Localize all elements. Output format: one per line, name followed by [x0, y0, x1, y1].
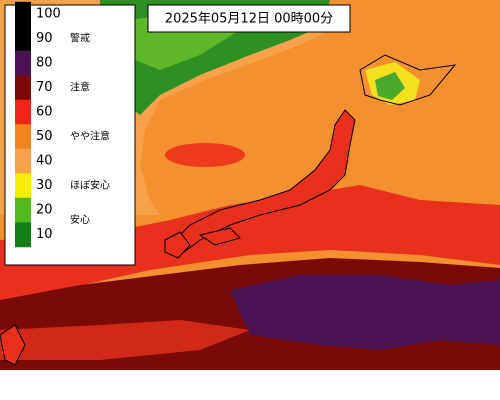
legend-swatch [15, 148, 31, 174]
legend-value: 70 [36, 80, 53, 95]
purple-area [230, 275, 500, 350]
legend-note: 警戒 [70, 32, 90, 45]
map [0, 0, 500, 370]
legend-value: 80 [36, 56, 53, 71]
legend-swatch [15, 50, 31, 76]
legend-swatch [15, 197, 31, 223]
legend-swatch [15, 99, 31, 125]
legend-swatch [15, 26, 31, 52]
taiwan [0, 324, 26, 366]
legend-swatch [15, 124, 31, 150]
legend-value: 40 [36, 154, 53, 169]
hokkaido-green [375, 72, 405, 100]
legend-swatch [15, 1, 31, 27]
hokkaido-outline [359, 54, 457, 106]
title-frame [147, 4, 351, 33]
legend: 100 90 警戒 80 70 注意 60 50 やや注意 40 30 ほぼ安心 20 安心 10 [4, 1, 136, 266]
legend-note: 注意 [70, 81, 90, 94]
legend-value: 20 [36, 203, 53, 218]
kyushu [164, 231, 191, 259]
legend-note: やや注意 [70, 130, 110, 143]
legend-value: 30 [36, 178, 53, 193]
red-area [165, 143, 245, 167]
red-band [0, 185, 500, 300]
legend-note: 安心 [70, 213, 90, 226]
red-strip [0, 320, 250, 360]
legend-swatch [15, 75, 31, 101]
legend-value: 50 [36, 129, 53, 144]
legend-value: 10 [36, 227, 53, 242]
legend-value: 60 [36, 105, 53, 120]
title-box: 2025年05月12日 00時00分 [147, 4, 351, 33]
legend-note: ほぼ安心 [70, 179, 110, 192]
legend-value: 90 [36, 31, 53, 46]
legend-value: 100 [36, 7, 61, 22]
legend-swatch [15, 173, 31, 199]
honshu [169, 109, 356, 256]
legend-swatch [15, 222, 31, 248]
map-title: 2025年05月12日 00時00分 [165, 12, 333, 27]
shikoku [198, 227, 241, 246]
